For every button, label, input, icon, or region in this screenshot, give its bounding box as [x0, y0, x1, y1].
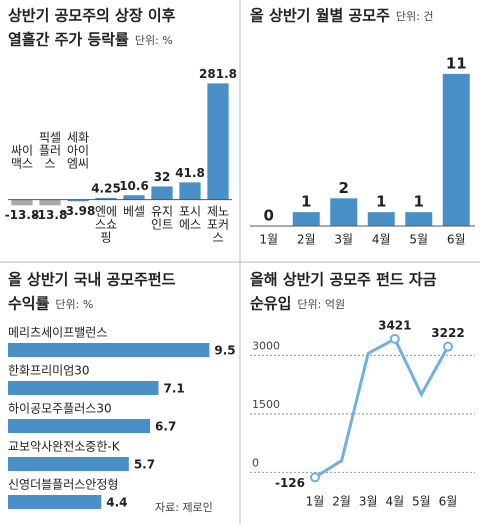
- data-label: 11: [446, 54, 467, 72]
- bar: [11, 199, 33, 206]
- bar: [8, 457, 129, 471]
- x-tick-label: 포시 에스: [179, 204, 201, 231]
- x-tick-label: 4월: [372, 233, 391, 247]
- x-tick-label: 픽셀 플러 스: [39, 130, 61, 170]
- category-label: 메리츠세이프밸런스: [8, 326, 107, 340]
- x-tick-label: 5월: [412, 495, 431, 509]
- chart-title: 상반기 공모주의 상장 이후: [8, 7, 176, 25]
- bar: [123, 195, 145, 200]
- x-tick-label: 5월: [409, 233, 428, 247]
- data-label: 1: [376, 193, 386, 211]
- x-tick-label: 제노 포커 스: [207, 204, 229, 244]
- bar: [39, 199, 61, 206]
- x-tick-label: 3월: [359, 495, 378, 509]
- x-tick-label: 6월: [447, 233, 466, 247]
- bar: [95, 197, 117, 200]
- x-tick-label: 싸이 맥스: [11, 143, 33, 170]
- data-label: -3.98: [61, 204, 96, 218]
- x-tick-label: 3월: [334, 233, 353, 247]
- x-tick-label: 세화 아이 엠씨: [67, 130, 89, 170]
- chart-subtitle: 순유입: [250, 295, 291, 313]
- category-label: 하이공모주플러스30: [8, 402, 112, 416]
- unit: 단위: 억원: [297, 298, 345, 311]
- chart-subtitle: 열흘간 주가 등락률: [8, 31, 129, 49]
- x-tick-label: 2월: [332, 495, 351, 509]
- unit: 단위: %: [135, 34, 173, 47]
- category-label: 교보악사완전소중한-K: [8, 440, 121, 454]
- unit: 단위: 건: [396, 10, 434, 23]
- marker: [389, 333, 400, 344]
- x-tick-label: 유지 인트: [151, 204, 173, 231]
- x-tick-label: 4월: [385, 495, 404, 509]
- x-tick-label: 1월: [306, 495, 325, 509]
- x-tick-label: 엔에 스쇼 핑: [95, 204, 117, 244]
- data-label: 4.25: [91, 181, 121, 195]
- data-label: 2: [339, 179, 349, 197]
- y-tick-label: 1500: [252, 398, 280, 411]
- bar: [8, 419, 151, 433]
- data-label: 5.7: [134, 458, 155, 472]
- category-label: 한화프리미엄30: [8, 364, 90, 378]
- bar: [405, 212, 433, 226]
- bar: [151, 186, 173, 200]
- x-tick-label: 베셀: [123, 204, 145, 218]
- chart-title: 올 상반기 국내 공모주펀드: [8, 271, 176, 289]
- bar: [330, 198, 358, 226]
- source: 자료: 제로인: [155, 501, 213, 514]
- chart-title: 올해 상반기 공모주 펀드 자금: [250, 271, 437, 289]
- data-label: 9.5: [214, 344, 235, 358]
- bar: [8, 495, 102, 509]
- line: [314, 336, 450, 479]
- unit: 단위: %: [55, 298, 93, 311]
- data-label: 3421: [378, 318, 411, 332]
- y-tick-label: 0: [252, 456, 259, 469]
- bar: [8, 381, 159, 395]
- bar: [442, 73, 470, 226]
- data-label: 1: [414, 193, 424, 211]
- data-label: 281.8: [199, 67, 237, 81]
- y-tick-label: 3000: [252, 339, 280, 352]
- bar: [67, 199, 89, 202]
- data-label: -13.8: [33, 208, 68, 222]
- data-label: 7.1: [164, 382, 185, 396]
- bar: [292, 212, 320, 226]
- marker: [443, 341, 453, 352]
- x-tick-label: 6월: [439, 495, 458, 509]
- data-label: -126: [275, 476, 305, 490]
- data-label: 0: [264, 207, 274, 225]
- marker: [310, 472, 320, 483]
- data-label: 3222: [431, 326, 464, 340]
- chart-title: 올 상반기 월별 공모주: [250, 7, 390, 25]
- data-label: -13.8: [5, 208, 40, 222]
- x-tick-label: 1월: [259, 233, 278, 247]
- data-label: 6.7: [155, 420, 176, 434]
- bar: [179, 182, 201, 200]
- chart-subtitle: 수익률: [8, 295, 50, 313]
- data-label: 10.6: [119, 179, 149, 193]
- data-label: 32: [154, 170, 171, 184]
- bar: [8, 343, 210, 357]
- bar: [367, 212, 395, 226]
- data-label: 1: [301, 193, 311, 211]
- category-label: 신영더블플러스안정형: [8, 478, 118, 492]
- x-tick-label: 2월: [297, 233, 316, 247]
- data-label: 41.8: [175, 166, 205, 180]
- data-label: 4.4: [106, 496, 127, 510]
- bar: [207, 83, 229, 200]
